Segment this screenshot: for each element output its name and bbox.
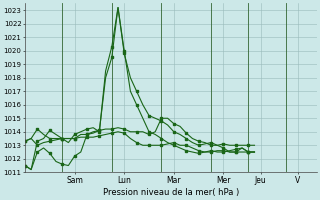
X-axis label: Pression niveau de la mer( hPa ): Pression niveau de la mer( hPa ) <box>103 188 239 197</box>
